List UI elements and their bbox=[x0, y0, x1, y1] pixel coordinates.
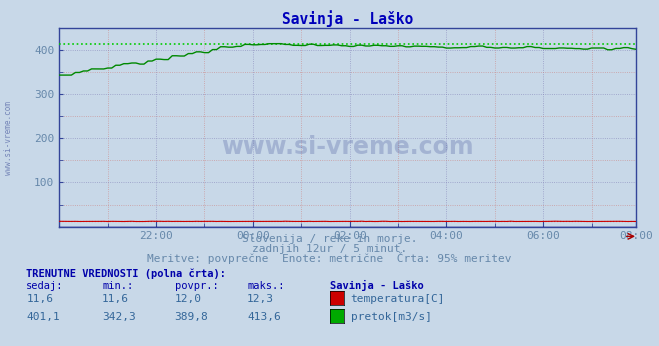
Text: min.:: min.: bbox=[102, 281, 133, 291]
Text: 12,3: 12,3 bbox=[247, 294, 274, 304]
Text: 11,6: 11,6 bbox=[26, 294, 53, 304]
Text: 389,8: 389,8 bbox=[175, 312, 208, 322]
Text: 342,3: 342,3 bbox=[102, 312, 136, 322]
Text: 11,6: 11,6 bbox=[102, 294, 129, 304]
Text: Savinja - Laško: Savinja - Laško bbox=[330, 280, 423, 291]
Text: 12,0: 12,0 bbox=[175, 294, 202, 304]
Text: TRENUTNE VREDNOSTI (polna črta):: TRENUTNE VREDNOSTI (polna črta): bbox=[26, 268, 226, 279]
Text: zadnjih 12ur / 5 minut.: zadnjih 12ur / 5 minut. bbox=[252, 244, 407, 254]
Text: maks.:: maks.: bbox=[247, 281, 285, 291]
Text: www.si-vreme.com: www.si-vreme.com bbox=[4, 101, 13, 175]
Text: 413,6: 413,6 bbox=[247, 312, 281, 322]
Text: temperatura[C]: temperatura[C] bbox=[351, 294, 445, 304]
Text: povpr.:: povpr.: bbox=[175, 281, 218, 291]
Title: Savinja - Laško: Savinja - Laško bbox=[282, 10, 413, 27]
Text: Slovenija / reke in morje.: Slovenija / reke in morje. bbox=[242, 234, 417, 244]
Text: sedaj:: sedaj: bbox=[26, 281, 64, 291]
Text: www.si-vreme.com: www.si-vreme.com bbox=[221, 135, 474, 159]
Text: pretok[m3/s]: pretok[m3/s] bbox=[351, 312, 432, 322]
Text: Meritve: povprečne  Enote: metrične  Črta: 95% meritev: Meritve: povprečne Enote: metrične Črta:… bbox=[147, 252, 512, 264]
Text: 401,1: 401,1 bbox=[26, 312, 60, 322]
